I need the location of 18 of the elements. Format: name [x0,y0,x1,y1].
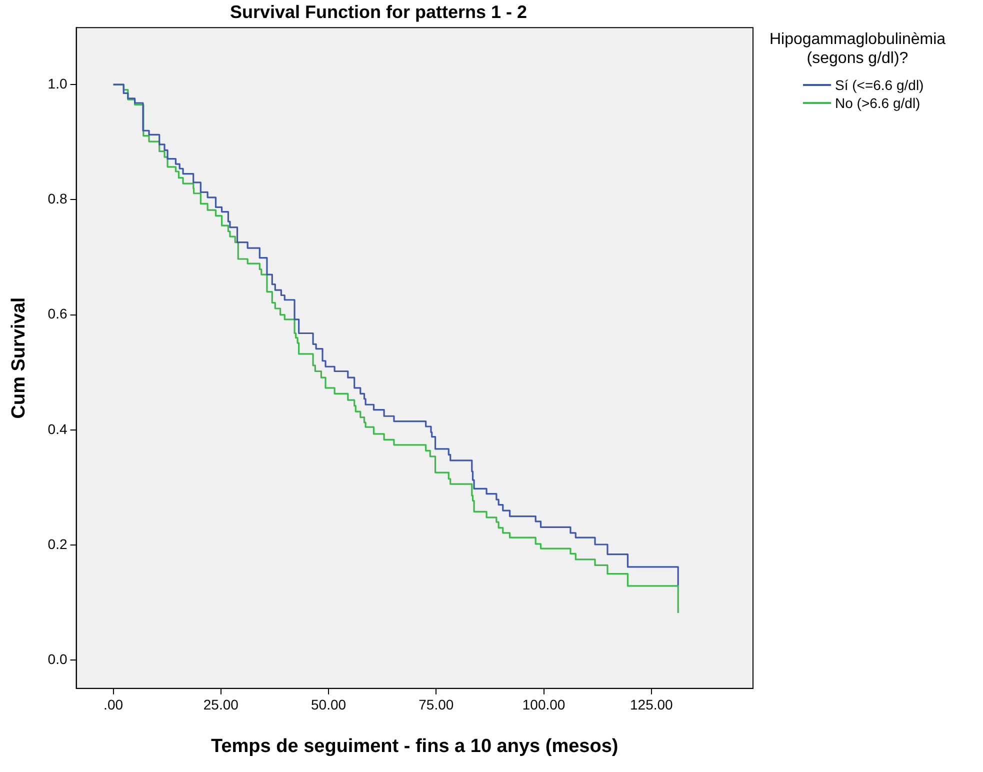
y-tick-label: 1.0 [48,75,68,92]
y-axis-title: Cum Survival [8,297,30,419]
y-tick-label: 0.4 [48,420,68,437]
y-tick-label: 0.6 [48,306,68,322]
x-tick-label: .00 [104,696,124,713]
x-tick-label: 50.00 [311,696,346,713]
x-tick-label: 75.00 [418,696,454,713]
legend-label: Sí (<=6.6 g/dl) [835,76,924,94]
x-axis-title: Temps de seguiment - fins a 10 anys (mesos) [211,736,618,757]
y-tick-label: 0.0 [48,651,68,668]
y-tick-label: 0.2 [48,536,68,552]
x-tick-label: 100.00 [522,696,566,713]
legend-title: Hipogammaglobulinèmia (segons g/dl)? [768,30,947,68]
x-tick-label: 25.00 [203,696,239,713]
legend-label: No (>6.6 g/dl) [835,94,920,112]
chart-title: Survival Function for patterns 1 - 2 [230,2,528,22]
y-tick-label: 0.8 [48,190,68,207]
x-tick-label: 125.00 [630,696,674,713]
